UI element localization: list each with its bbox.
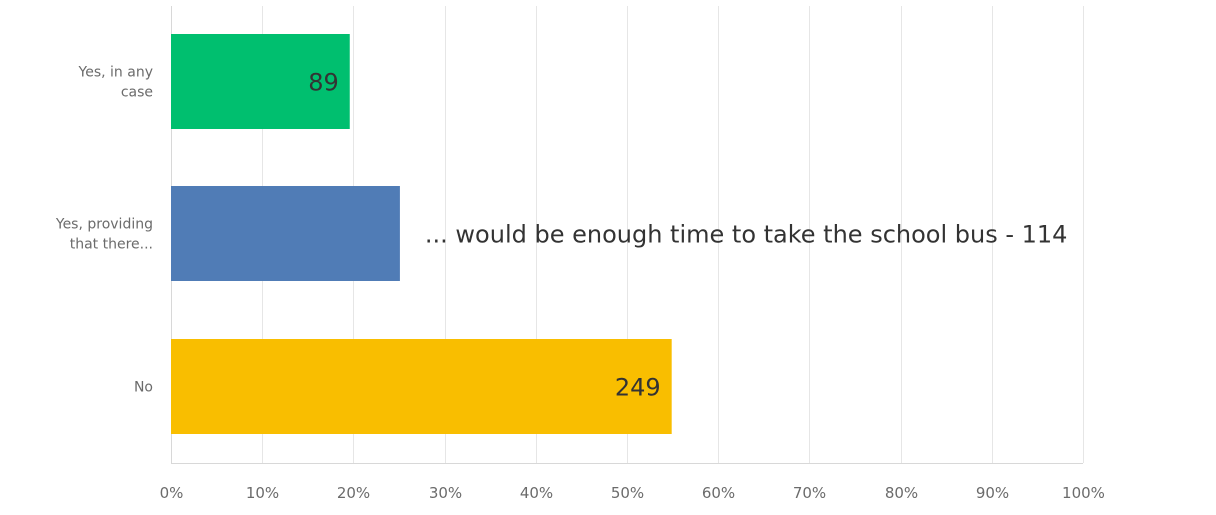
bar [171,34,350,129]
data-labels: 89 ... would be enough time to take the s… [308,69,1067,402]
x-tick-label: 80% [885,484,918,502]
x-tick-label: 60% [702,484,735,502]
category-labels: Yes, in any case Yes, providing that there.… [55,65,153,396]
category-label: Yes, providing [55,217,153,233]
x-tick-label: 10% [246,484,279,502]
data-label: ... would be enough time to take the sch… [425,221,1068,249]
bar [171,186,400,281]
x-tick-label: 100% [1062,484,1105,502]
x-tick-label: 0% [160,484,184,502]
x-tick-label: 70% [793,484,826,502]
category-label: that there... [70,237,153,253]
x-tick-label: 20% [337,484,370,502]
x-tick-label: 40% [520,484,553,502]
bar-layer [171,34,672,434]
data-label: 89 [308,69,339,97]
x-tick-labels: 0% 10% 20% 30% 40% 50% 60% 70% 80% 90% 100% [160,484,1105,502]
category-label: case [121,85,153,101]
category-label: No [134,380,153,396]
category-label: Yes, in any [78,65,153,81]
x-tick-label: 50% [611,484,644,502]
x-tick-label: 30% [429,484,462,502]
x-tick-label: 90% [976,484,1009,502]
bar [171,339,672,434]
data-label: 249 [615,374,661,402]
